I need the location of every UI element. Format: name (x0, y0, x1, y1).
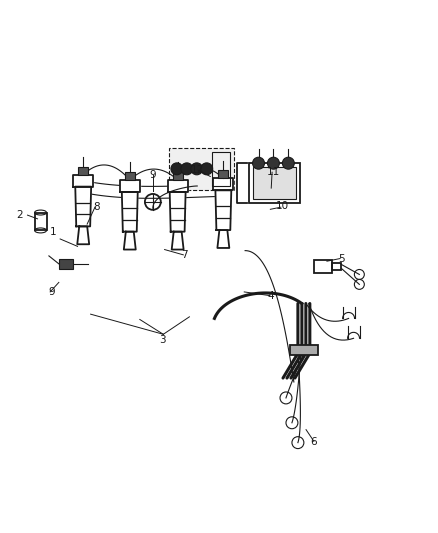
Bar (314, 260, 332, 273)
Bar (219, 171, 228, 179)
Polygon shape (217, 230, 230, 248)
Bar (125, 172, 135, 180)
Text: 10: 10 (276, 200, 289, 211)
Circle shape (283, 157, 294, 169)
Polygon shape (122, 192, 138, 232)
Text: 8: 8 (93, 202, 99, 212)
Text: 7: 7 (181, 250, 187, 260)
Polygon shape (213, 179, 233, 190)
Text: 9: 9 (48, 287, 55, 297)
Text: 11: 11 (267, 167, 280, 177)
Polygon shape (75, 187, 91, 227)
Text: 6: 6 (311, 438, 317, 447)
Bar (78, 167, 88, 175)
Circle shape (268, 157, 279, 169)
Polygon shape (170, 192, 186, 232)
Bar (173, 172, 183, 180)
Circle shape (201, 163, 213, 175)
Text: 4: 4 (268, 290, 275, 301)
Circle shape (191, 163, 203, 175)
Text: 5: 5 (339, 254, 345, 263)
Circle shape (171, 163, 183, 175)
Text: 12: 12 (191, 165, 204, 175)
Bar (332, 263, 342, 270)
Bar (253, 167, 296, 199)
Polygon shape (77, 227, 89, 244)
Bar (290, 345, 318, 355)
Polygon shape (172, 232, 184, 249)
Bar (35, 213, 46, 230)
Bar (59, 259, 73, 269)
Circle shape (181, 163, 193, 175)
Text: 1: 1 (49, 227, 56, 237)
Polygon shape (168, 180, 187, 192)
Text: 2: 2 (16, 210, 23, 220)
Polygon shape (120, 180, 140, 192)
Bar (169, 148, 233, 190)
Bar (212, 152, 230, 185)
Circle shape (253, 157, 265, 169)
Bar (249, 163, 300, 203)
Polygon shape (124, 232, 136, 249)
Text: 9: 9 (149, 171, 156, 180)
Polygon shape (215, 190, 231, 230)
Polygon shape (73, 175, 93, 187)
Text: 3: 3 (159, 335, 166, 345)
